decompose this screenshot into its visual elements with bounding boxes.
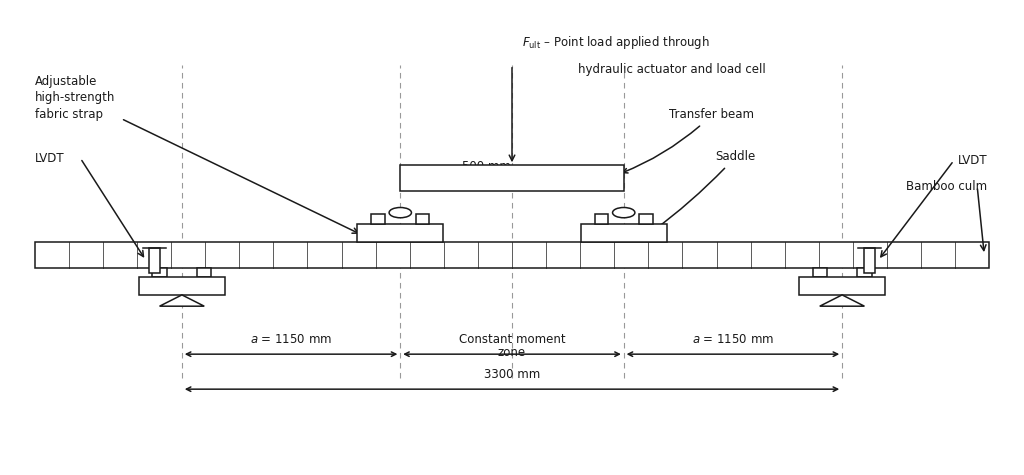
- Bar: [198, 268, 211, 277]
- Text: fabric strap: fabric strap: [35, 108, 102, 121]
- Polygon shape: [820, 295, 864, 306]
- Bar: [857, 268, 871, 277]
- Bar: [639, 214, 652, 224]
- Text: Bamboo culm: Bamboo culm: [906, 180, 987, 193]
- Bar: [148, 248, 160, 273]
- Bar: [153, 268, 167, 277]
- Text: 3300 mm: 3300 mm: [484, 368, 540, 381]
- Bar: [799, 277, 886, 295]
- Text: Adjustable: Adjustable: [35, 75, 97, 88]
- Text: LVDT: LVDT: [35, 152, 65, 165]
- Bar: [416, 214, 429, 224]
- Text: $a$ = 1150 mm: $a$ = 1150 mm: [250, 333, 332, 346]
- Text: Constant moment: Constant moment: [459, 333, 565, 346]
- Bar: [595, 214, 608, 224]
- Circle shape: [389, 208, 412, 218]
- Bar: [864, 248, 876, 273]
- Text: Transfer beam: Transfer beam: [623, 108, 755, 173]
- Polygon shape: [160, 295, 204, 306]
- Text: zone: zone: [498, 346, 526, 359]
- Text: 500 mm: 500 mm: [462, 161, 511, 173]
- Text: high-strength: high-strength: [35, 92, 115, 104]
- Bar: [581, 224, 667, 242]
- Bar: [372, 214, 385, 224]
- Text: $a$ = 1150 mm: $a$ = 1150 mm: [692, 333, 774, 346]
- Bar: [357, 224, 443, 242]
- Bar: [138, 277, 225, 295]
- Text: $F_\mathregular{ult}$ – Point load applied through: $F_\mathregular{ult}$ – Point load appli…: [522, 34, 710, 51]
- Text: hydraulic actuator and load cell: hydraulic actuator and load cell: [578, 64, 766, 76]
- Bar: [400, 165, 624, 191]
- Bar: [35, 242, 989, 268]
- Circle shape: [612, 208, 635, 218]
- Bar: [813, 268, 826, 277]
- Text: LVDT: LVDT: [957, 154, 987, 167]
- Text: Saddle: Saddle: [653, 151, 756, 231]
